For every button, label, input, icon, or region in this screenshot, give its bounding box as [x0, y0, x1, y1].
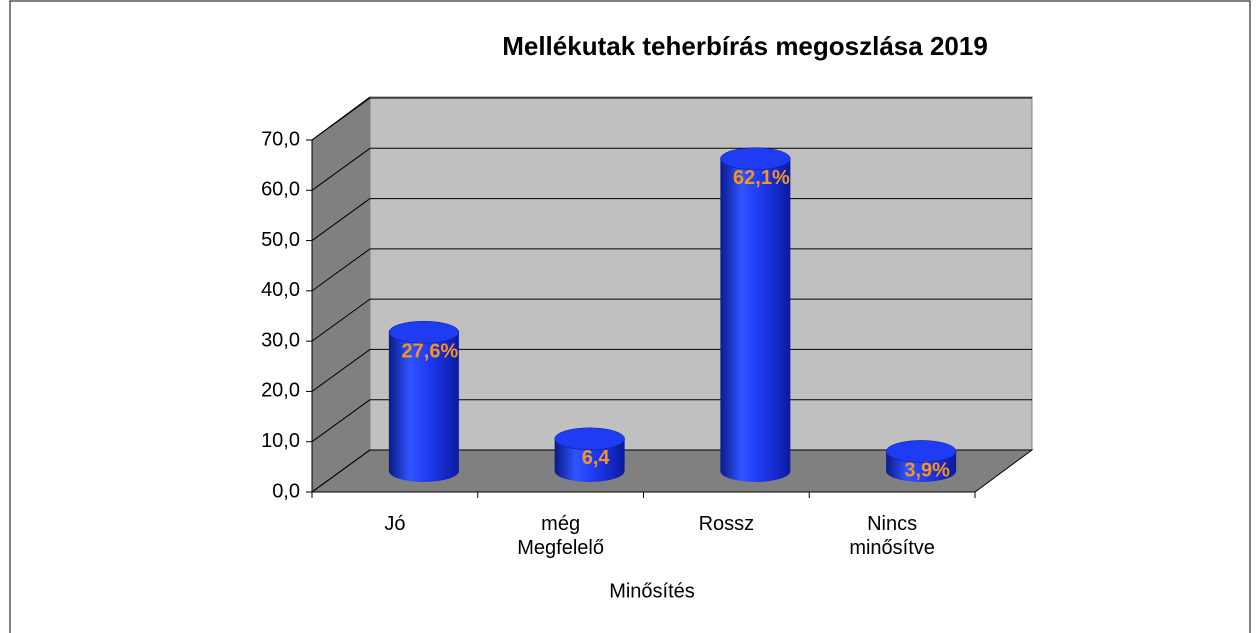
value-label: 3,9%	[904, 460, 950, 482]
value-label: 62,1%	[733, 167, 790, 189]
y-tick-label: 50,0	[261, 229, 300, 251]
bar-top	[554, 427, 625, 451]
side-wall	[311, 96, 371, 493]
value-label: 27,6%	[402, 340, 459, 362]
frame	[9, 0, 1251, 633]
y-tick-label: 0,0	[272, 480, 300, 502]
bar	[388, 332, 459, 483]
y-tick-label: 20,0	[261, 380, 300, 402]
x-tick-label: Rossz	[698, 513, 755, 535]
grid-line	[311, 399, 371, 443]
bar-top	[720, 147, 791, 170]
value-label: 6,4	[582, 447, 611, 469]
y-tick-label: 10,0	[261, 430, 300, 452]
x-tick-label: Jó	[384, 513, 406, 535]
chart-title: Mellékutak teherbírás megoszlása 2019	[502, 31, 988, 61]
grid-line	[311, 147, 371, 191]
y-tick-label: 30,0	[261, 329, 300, 351]
bar-top	[388, 320, 460, 344]
grid-line	[311, 298, 371, 342]
back-wall	[369, 96, 1033, 451]
grid-line	[311, 97, 371, 141]
bar-top	[885, 440, 957, 463]
grid-line	[311, 248, 371, 292]
grid-line	[311, 198, 371, 241]
x-axis-label: Minősítés	[609, 580, 695, 602]
y-tick-label: 40,0	[261, 279, 300, 301]
x-tick-label: Nincs minősítve	[849, 513, 935, 559]
y-tick-label: 60,0	[261, 179, 300, 201]
y-tick-label: 70,0	[261, 128, 300, 150]
bar	[554, 438, 625, 482]
x-tick-label: még Megfelelő	[517, 513, 604, 559]
grid-line	[311, 349, 371, 392]
bar	[720, 158, 791, 483]
grid-line	[311, 449, 371, 493]
